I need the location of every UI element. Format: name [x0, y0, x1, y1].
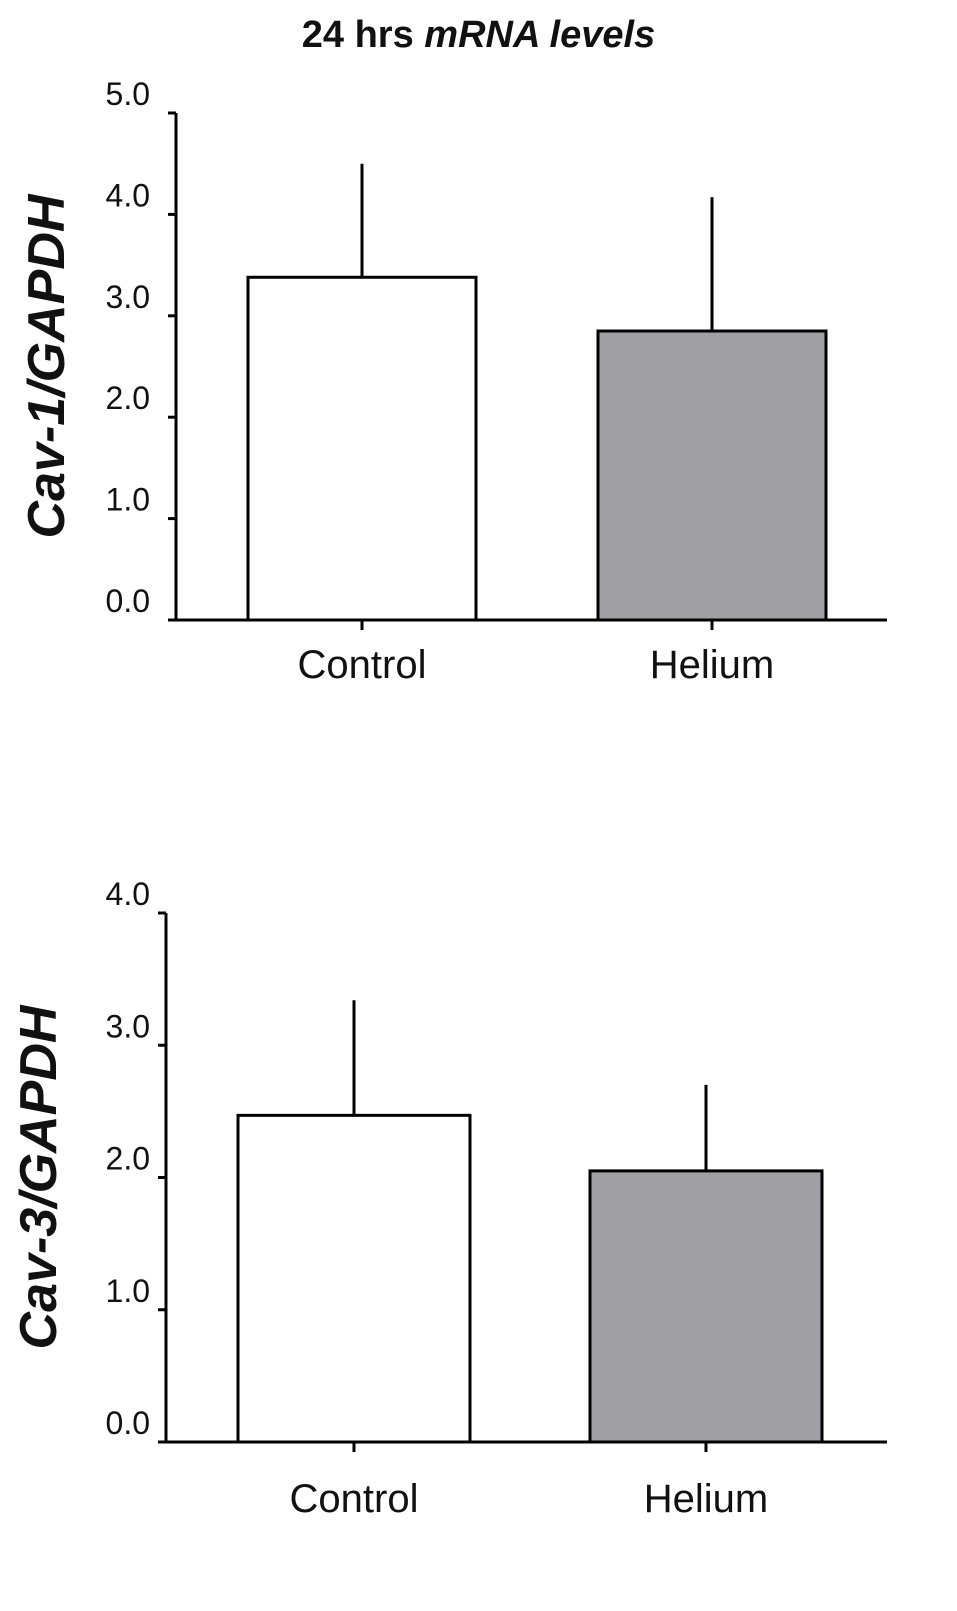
y-tick-label-1: 4.0: [106, 177, 150, 213]
title-italic: mRNA levels: [424, 14, 656, 56]
y-tick-label-2: 2.0: [106, 1141, 150, 1177]
y-tick-label-2: 3.0: [106, 1008, 150, 1044]
y-tick-label-2: 4.0: [106, 876, 150, 912]
y-tick-label-1: 2.0: [106, 380, 150, 416]
x-tick-label-control-1: Control: [298, 643, 427, 687]
y-tick-label-1: 5.0: [106, 76, 150, 112]
title-plain: 24 hrs: [301, 14, 425, 56]
y-tick-label-2: 0.0: [106, 1405, 150, 1441]
y-tick-label-1: 1.0: [106, 482, 150, 518]
y-tick-label-2: 1.0: [106, 1273, 150, 1309]
x-tick-label-helium-1: Helium: [650, 643, 774, 687]
chart-title: 24 hrs mRNA levels: [0, 14, 957, 57]
y-tick-label-1: 3.0: [106, 279, 150, 315]
y-axis-label-2: Cav-3/GAPDH: [10, 1004, 68, 1349]
y-axis-label-1: Cav-1/GAPDH: [18, 193, 76, 538]
x-tick-label-control-2: Control: [290, 1477, 419, 1521]
x-tick-label-helium-2: Helium: [644, 1477, 768, 1521]
bar-helium-1: [596, 329, 828, 622]
bar-control-2: [236, 1113, 472, 1444]
y-tick-label-1: 0.0: [106, 583, 150, 619]
bar-control-1: [246, 275, 478, 622]
bar-helium-2: [588, 1169, 824, 1444]
